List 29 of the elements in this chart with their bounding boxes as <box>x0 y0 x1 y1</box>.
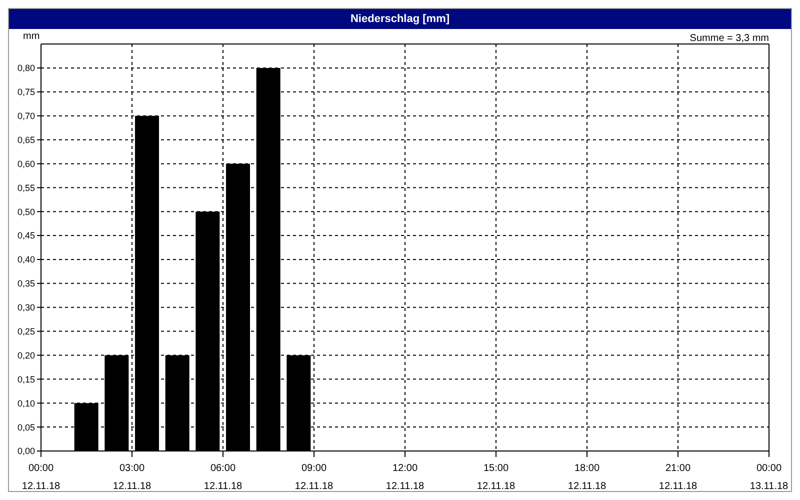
x-tick-label: 09:00 12.11.18 <box>294 463 334 492</box>
x-tick-label: 00:00 12.11.18 <box>22 463 61 492</box>
x-tick-label: 00:00 13.11.18 <box>750 463 789 492</box>
y-tick-label: 0,00 <box>17 446 35 456</box>
annotation: Summe = 3,3 mm <box>690 33 769 44</box>
x-tick-label: 06:00 12.11.18 <box>204 463 243 492</box>
y-tick-label: 0,25 <box>17 326 35 336</box>
y-tick-label: 0,65 <box>17 134 35 145</box>
y-tick-label: 0,20 <box>17 350 35 360</box>
chart-title: Niederschlag [mm] <box>9 9 791 29</box>
y-tick-label: 0,55 <box>17 182 35 193</box>
y-tick-label: 0,40 <box>17 254 35 265</box>
y-tick-label: 0,70 <box>17 111 35 122</box>
y-tick-label: 0,50 <box>17 206 35 217</box>
y-tick-label: 0,10 <box>17 398 35 408</box>
y-tick-label: 0,80 <box>17 63 35 74</box>
x-tick-label: 21:00 12.11.18 <box>658 463 698 492</box>
y-tick-label: 0,75 <box>17 87 35 98</box>
y-tick-label: 0,35 <box>17 278 35 289</box>
y-axis-title: mm <box>23 31 40 42</box>
x-tick-label: 03:00 12.11.18 <box>112 463 152 492</box>
x-tick-label: 18:00 12.11.18 <box>568 463 607 492</box>
y-tick-label: 0,15 <box>17 374 35 384</box>
x-tick-label: 15:00 12.11.18 <box>476 463 516 492</box>
y-tick-label: 0,60 <box>17 158 35 169</box>
y-tick-label: 0,45 <box>17 230 35 241</box>
x-tick-label: 12:00 12.11.18 <box>386 463 425 492</box>
y-tick-label: 0,30 <box>17 302 35 313</box>
y-tick-label: 0,05 <box>17 422 35 432</box>
